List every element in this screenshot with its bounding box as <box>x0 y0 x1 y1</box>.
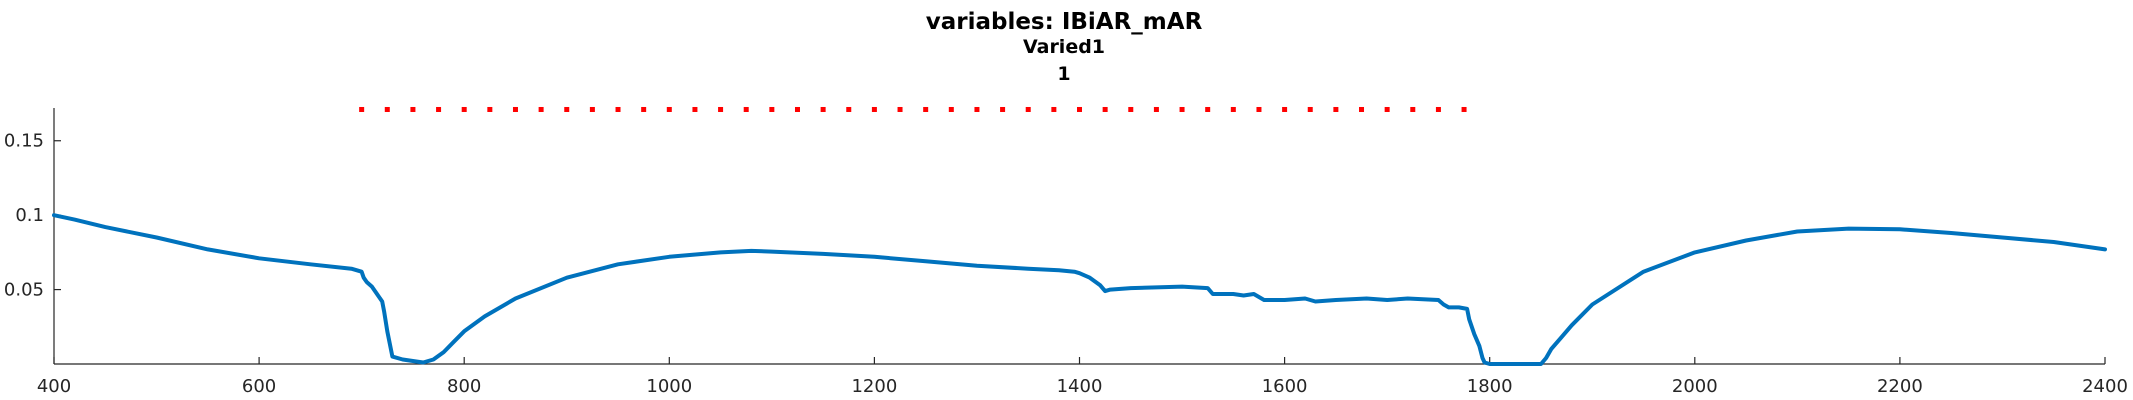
series-dot <box>820 106 826 112</box>
x-tick-label: 1200 <box>851 376 897 397</box>
series-dot <box>692 106 698 112</box>
series-dot <box>512 106 518 112</box>
series-dot <box>1128 106 1134 112</box>
series-dot <box>359 106 365 112</box>
series-dot <box>794 106 800 112</box>
chart-title-line-1: variables: IBiAR_mAR <box>926 9 1203 35</box>
series-dot <box>461 106 467 112</box>
x-tick-label: 400 <box>37 376 71 397</box>
series-dot <box>641 106 647 112</box>
series-dot <box>1256 106 1262 112</box>
series-dot <box>1051 106 1057 112</box>
series-group <box>52 106 2107 366</box>
series-dot <box>923 106 929 112</box>
x-tick-group: 400 600 800 1000 1200 1400 1600 1800 2000 2200 240… <box>37 357 2128 397</box>
series-dot <box>1153 106 1159 112</box>
series-dot <box>769 106 775 112</box>
series-dot <box>1282 106 1288 112</box>
axes <box>53 108 2105 365</box>
x-tick-label: 1000 <box>646 376 692 397</box>
x-tick-label: 1600 <box>1262 376 1308 397</box>
series-dot <box>410 106 416 112</box>
series-dot <box>615 106 621 112</box>
x-tick-label: 800 <box>447 376 481 397</box>
series-dot <box>1077 106 1082 112</box>
y-tick-label: 0.1 <box>15 205 44 226</box>
series-dot <box>1000 106 1006 112</box>
series-dot <box>1205 106 1211 112</box>
x-tick-label: 1400 <box>1057 376 1103 397</box>
series-dot <box>948 106 954 112</box>
y-tick-label: 0.05 <box>4 280 44 301</box>
series-dotted-markers <box>359 106 1467 112</box>
series-dot <box>743 106 749 112</box>
series-line <box>52 213 2107 366</box>
series-dot <box>538 106 544 112</box>
series-dot <box>1307 106 1313 112</box>
series-dot <box>871 106 877 112</box>
series-dot <box>384 106 390 112</box>
chart-title-line-2: Varied1 <box>1023 36 1105 58</box>
series-dot <box>666 106 672 112</box>
x-tick-label: 2000 <box>1672 376 1718 397</box>
series-dot <box>897 106 903 112</box>
series-dot <box>1230 106 1236 112</box>
series-dot <box>1410 106 1416 112</box>
series-dot <box>846 106 852 112</box>
series-dot <box>1435 106 1441 112</box>
series-dot <box>1333 106 1339 112</box>
series-dot <box>589 106 595 112</box>
chart-title-line-3: 1 <box>1057 63 1070 85</box>
series-dot <box>1102 106 1108 112</box>
series-dot <box>1359 106 1365 112</box>
series-dot <box>718 106 724 112</box>
series-dot <box>1179 106 1185 112</box>
series-dot <box>564 106 570 112</box>
y-tick-group: 0.05 0.1 0.15 <box>4 131 61 301</box>
series-dot <box>974 106 980 112</box>
x-tick-label: 2200 <box>1877 376 1923 397</box>
series-dot <box>1384 106 1390 112</box>
series-dot <box>487 106 493 112</box>
series-dot <box>436 106 442 112</box>
series-dot <box>1461 106 1467 112</box>
x-tick-label: 1800 <box>1467 376 1513 397</box>
series-dot <box>1025 106 1031 112</box>
x-tick-label: 600 <box>242 376 276 397</box>
y-tick-label: 0.15 <box>4 131 44 152</box>
x-tick-label: 2400 <box>2082 376 2128 397</box>
chart-title: variables: IBiAR_mAR Varied1 1 <box>926 9 1203 85</box>
